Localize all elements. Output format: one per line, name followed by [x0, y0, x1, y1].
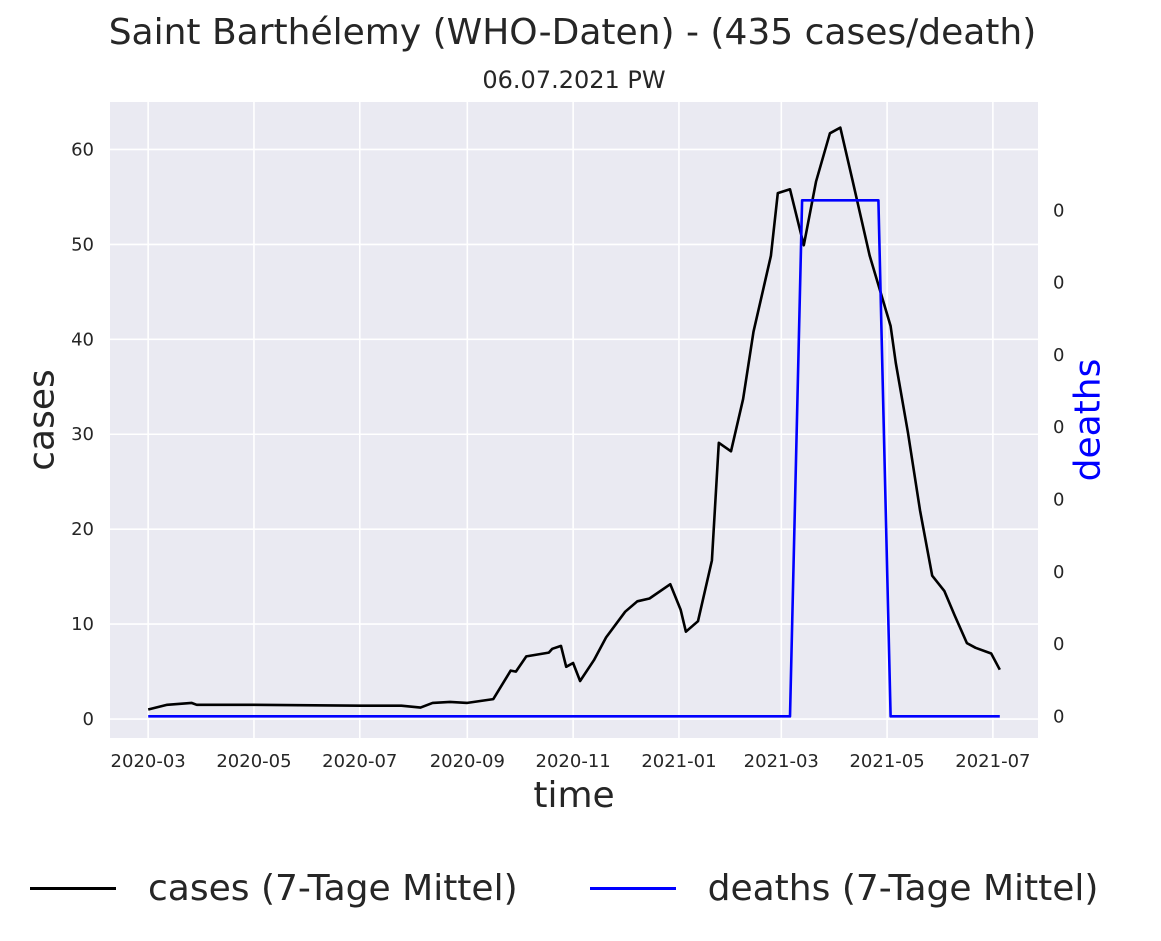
cases-line: [147, 126, 1001, 711]
y2-tick-label: 0: [1053, 490, 1064, 511]
y-tick-label: 10: [71, 614, 94, 635]
y2-tick-label: 0: [1053, 634, 1064, 655]
legend-swatch-deaths: [589, 886, 676, 890]
y2-tick-label: 0: [1053, 345, 1064, 366]
y-tick-label: 30: [71, 424, 94, 445]
y-axis-label: cases: [21, 369, 63, 471]
x-tick-label: 2021-01: [641, 751, 716, 772]
legend-item-deaths: deaths (7-Tage Mittel): [589, 867, 1099, 909]
legend-item-cases: cases (7-Tage Mittel): [30, 868, 518, 909]
x-tick-label: 2020-11: [536, 751, 611, 772]
x-tick-label: 2021-03: [744, 751, 819, 772]
x-tick-label: 2020-03: [111, 751, 186, 772]
legend: cases (7-Tage Mittel) deaths (7-Tage Mit…: [30, 860, 1161, 916]
y2-tick-label: 0: [1053, 706, 1064, 727]
x-tick-label: 2021-05: [849, 751, 924, 772]
legend-label-cases: cases (7-Tage Mittel): [148, 867, 518, 909]
y2-tick-label: 0: [1053, 562, 1064, 583]
legend-label-deaths: deaths (7-Tage Mittel): [707, 867, 1099, 909]
y2-tick-label: 0: [1053, 273, 1064, 294]
legend-swatch-cases: [30, 886, 116, 890]
x-tick-label: 2020-09: [430, 751, 505, 772]
x-axis-label: time: [533, 775, 615, 816]
y2-axis-label: deaths: [1067, 358, 1109, 482]
chart-title: Saint Barthélemy (WHO-Daten) - (435 case…: [108, 12, 1037, 53]
y-tick-label: 0: [83, 709, 94, 730]
x-tick-label: 2020-05: [216, 751, 291, 772]
x-tick-label: 2021-07: [955, 751, 1030, 772]
chart-subtitle: 06.07.2021 PW: [482, 66, 666, 94]
x-tick-label: 2020-07: [322, 751, 397, 772]
y-tick-label: 50: [71, 234, 94, 255]
y-tick-label: 20: [71, 519, 94, 540]
y2-tick-label: 0: [1053, 417, 1064, 438]
plot-area: [110, 102, 1038, 738]
y-tick-label: 60: [71, 139, 94, 160]
y-tick-label: 40: [71, 329, 94, 350]
deaths-line: [148, 199, 1000, 718]
y2-tick-label: 0: [1053, 200, 1064, 221]
